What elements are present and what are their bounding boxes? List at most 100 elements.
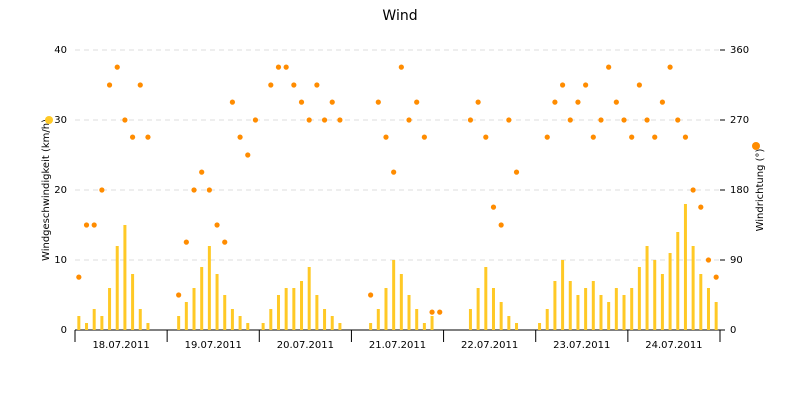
bar <box>476 288 480 330</box>
point <box>652 134 658 140</box>
bar <box>491 288 495 330</box>
bar <box>676 232 680 330</box>
x-tick-label: 20.07.2011 <box>277 340 334 351</box>
point <box>629 134 635 140</box>
point <box>383 134 389 140</box>
y-tick-label: 20 <box>54 185 67 196</box>
bar <box>392 260 396 330</box>
bar <box>223 295 227 330</box>
point <box>391 169 397 175</box>
point <box>222 239 228 245</box>
bar <box>484 267 488 330</box>
bar <box>146 323 150 330</box>
y-tick-label: 40 <box>54 45 67 56</box>
point <box>475 99 481 105</box>
bar <box>284 288 288 330</box>
point <box>283 64 289 70</box>
bar <box>507 316 511 330</box>
bar <box>699 274 703 330</box>
point <box>268 82 274 88</box>
x-tick-label: 23.07.2011 <box>553 340 610 351</box>
bar <box>430 316 434 330</box>
bar <box>515 323 519 330</box>
bar <box>607 302 611 330</box>
point <box>613 99 619 105</box>
y2-tick-label: 90 <box>730 255 743 266</box>
point <box>199 169 205 175</box>
point <box>567 117 573 123</box>
bar <box>399 274 403 330</box>
bar <box>269 309 273 330</box>
bar <box>276 295 280 330</box>
bar <box>92 309 96 330</box>
bar <box>384 288 388 330</box>
bar <box>315 295 319 330</box>
point <box>498 222 504 228</box>
point <box>575 99 581 105</box>
point <box>590 134 596 140</box>
bar <box>192 288 196 330</box>
point <box>437 309 443 315</box>
point <box>183 239 189 245</box>
bar <box>584 288 588 330</box>
bar <box>622 295 626 330</box>
y2-tick-label: 180 <box>730 185 749 196</box>
point <box>91 222 97 228</box>
bar <box>468 309 472 330</box>
bar <box>238 316 242 330</box>
bar <box>230 309 234 330</box>
y-axis-label: Windgeschwindigkeit (km/h) <box>41 119 52 261</box>
bar <box>576 295 580 330</box>
bar <box>77 316 81 330</box>
point <box>329 99 335 105</box>
bar <box>131 274 135 330</box>
bar <box>338 323 342 330</box>
bar <box>85 323 89 330</box>
point <box>114 64 120 70</box>
bar <box>177 316 181 330</box>
bar <box>591 281 595 330</box>
bar <box>683 204 687 330</box>
bar <box>207 246 211 330</box>
point <box>206 187 212 193</box>
point <box>245 152 251 158</box>
point <box>176 292 182 298</box>
point <box>398 64 404 70</box>
point <box>229 99 236 105</box>
point <box>129 134 136 140</box>
bar <box>561 260 565 330</box>
point <box>421 134 427 140</box>
bar <box>660 274 664 330</box>
point <box>76 274 82 280</box>
point <box>667 64 673 70</box>
bar <box>115 246 119 330</box>
point <box>191 187 197 193</box>
bar <box>499 302 503 330</box>
point <box>83 222 90 228</box>
point <box>137 82 143 88</box>
bar <box>108 288 112 330</box>
bar <box>630 288 634 330</box>
point <box>675 117 681 123</box>
bar <box>292 288 296 330</box>
point <box>644 117 650 123</box>
x-tick-label: 22.07.2011 <box>461 340 518 351</box>
point <box>682 134 689 140</box>
point <box>237 134 243 140</box>
bar <box>407 295 411 330</box>
point <box>490 204 497 210</box>
point <box>375 99 381 105</box>
bar <box>568 281 572 330</box>
point <box>145 134 151 140</box>
point <box>321 117 328 123</box>
bar <box>307 267 311 330</box>
chart-title: Wind <box>382 8 417 24</box>
y2-tick-label: 270 <box>730 115 749 126</box>
point <box>337 117 343 123</box>
point <box>698 204 704 210</box>
bar <box>261 323 265 330</box>
point <box>636 82 642 88</box>
point <box>621 117 627 123</box>
point <box>298 99 305 105</box>
point <box>544 134 550 140</box>
